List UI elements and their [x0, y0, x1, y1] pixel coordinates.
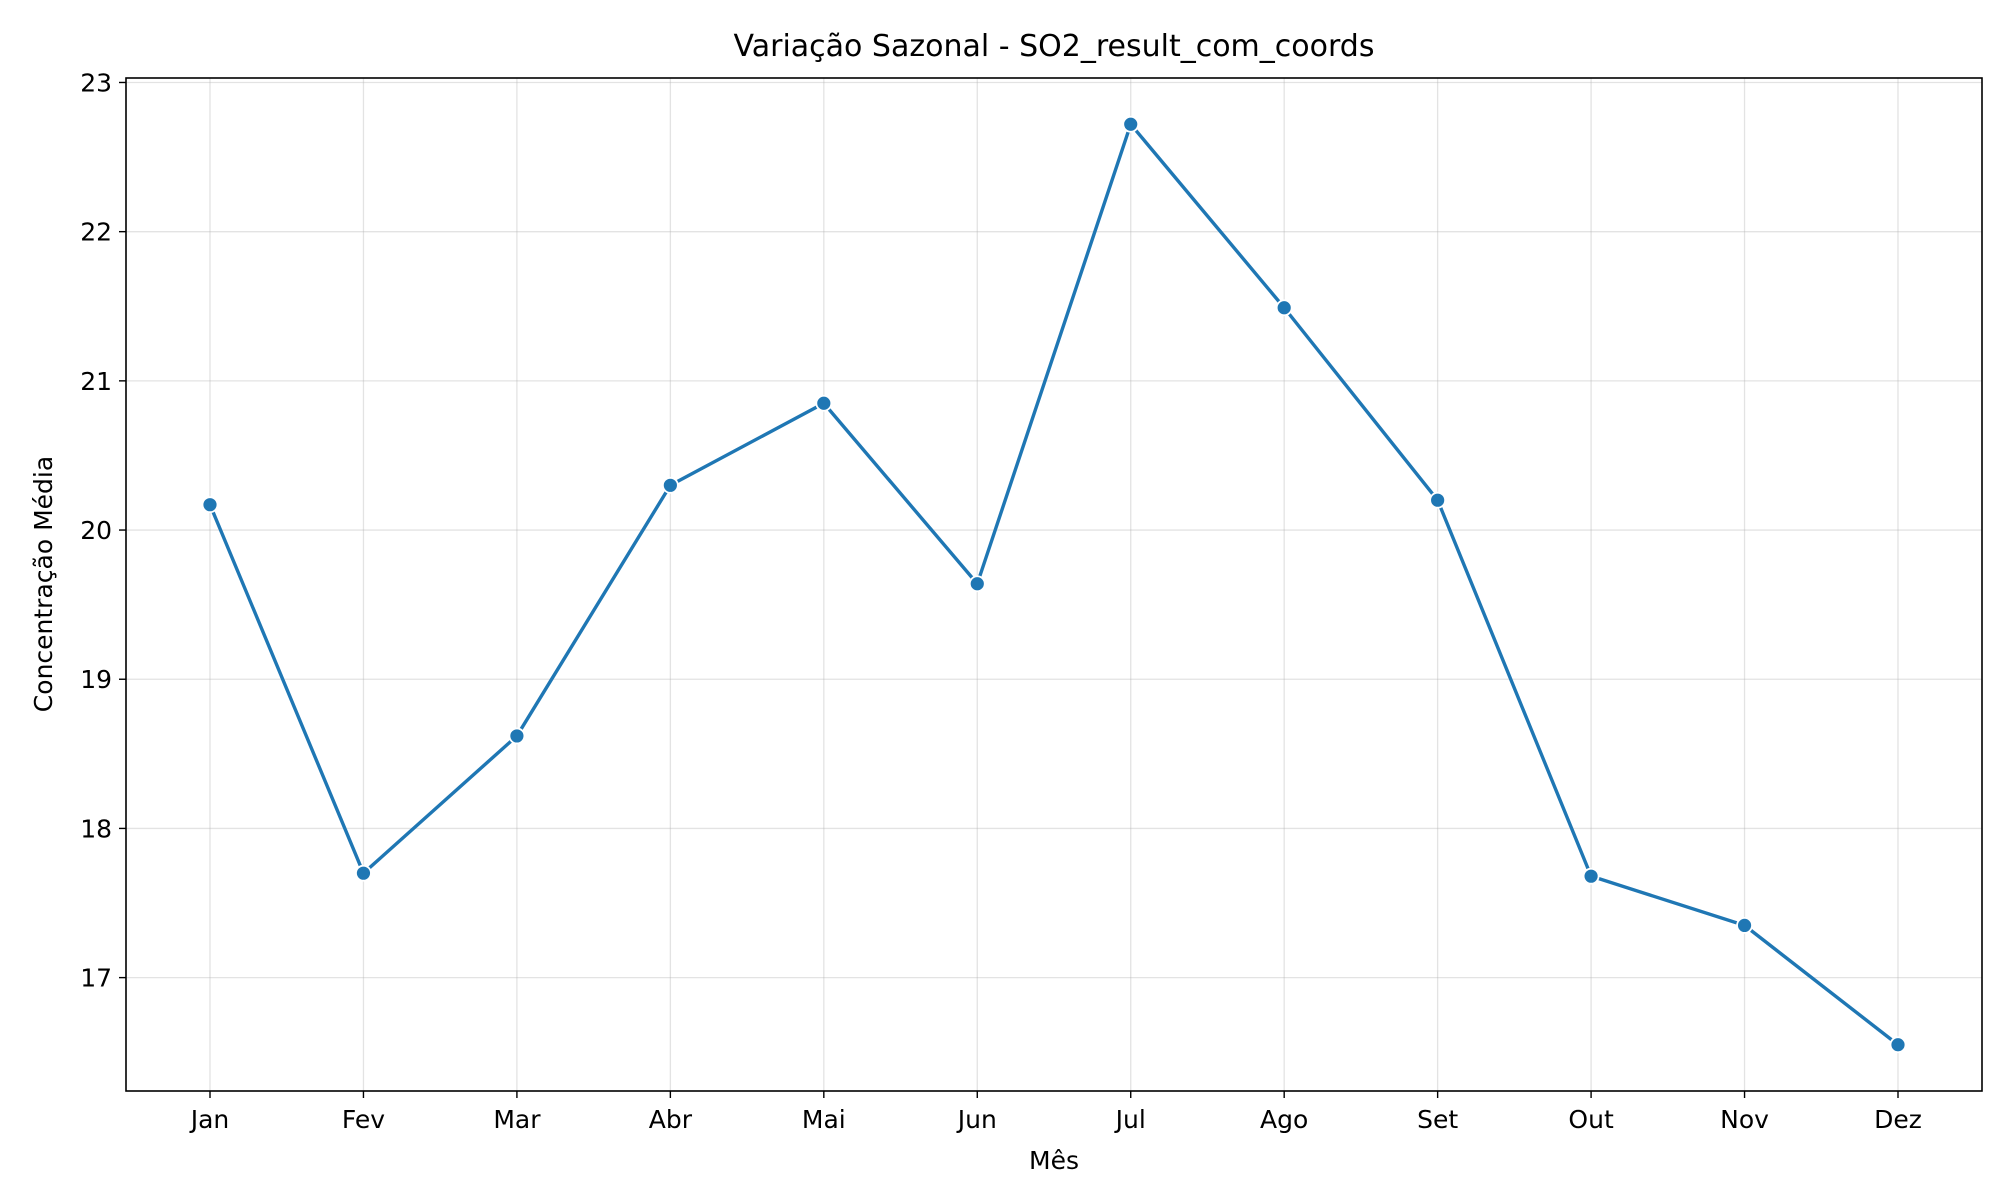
x-tick-label: Jun	[956, 1105, 997, 1134]
data-point-mar	[508, 727, 526, 745]
x-tick-label: Abr	[649, 1105, 693, 1134]
data-point-jul	[1122, 115, 1140, 133]
data-point-abr	[661, 476, 679, 494]
data-point-ago	[1275, 299, 1293, 317]
y-tick-label: 23	[80, 68, 112, 97]
y-tick-label: 18	[80, 814, 112, 843]
data-point-mai	[815, 394, 833, 412]
x-tick-label: Ago	[1260, 1105, 1308, 1134]
y-axis-label: Concentração Média	[29, 456, 58, 712]
grid-lines	[126, 78, 1982, 1091]
y-axis-ticks: 17 18 19 20 21 22 23	[80, 68, 126, 993]
data-point-set	[1429, 491, 1447, 509]
x-tick-label: Set	[1417, 1105, 1458, 1134]
plot-frame	[125, 77, 1983, 1092]
x-tick-label: Nov	[1720, 1105, 1769, 1134]
data-points	[201, 115, 1907, 1054]
y-tick-label: 20	[80, 516, 112, 545]
x-tick-label: Dez	[1874, 1105, 1922, 1134]
x-tick-label: Fev	[342, 1105, 385, 1134]
y-tick-label: 17	[80, 964, 112, 993]
data-point-fev	[355, 864, 372, 882]
y-tick-label: 21	[80, 367, 112, 396]
data-point-dez	[1889, 1036, 1907, 1054]
y-tick-label: 19	[80, 665, 112, 694]
x-tick-label: Mar	[493, 1105, 541, 1134]
x-tick-label: Out	[1568, 1105, 1614, 1134]
y-tick-label: 22	[80, 218, 112, 247]
x-tick-label: Mai	[802, 1105, 846, 1134]
x-axis-ticks: Jan Fev Mar Abr Mai Jun Jul Ago Set Out Nov Dez	[189, 1091, 1922, 1134]
chart-title: Variação Sazonal - SO2_result_com_coords	[734, 29, 1375, 64]
data-point-out	[1582, 867, 1600, 885]
x-tick-label: Jul	[1114, 1105, 1146, 1134]
x-axis-label: Mês	[1029, 1146, 1079, 1175]
data-point-jun	[968, 575, 986, 593]
x-tick-label: Jan	[189, 1105, 230, 1134]
series-line	[208, 122, 1900, 1047]
data-point-nov	[1736, 916, 1753, 934]
series-line-layer	[208, 122, 1900, 1047]
data-point-jan	[201, 496, 219, 514]
